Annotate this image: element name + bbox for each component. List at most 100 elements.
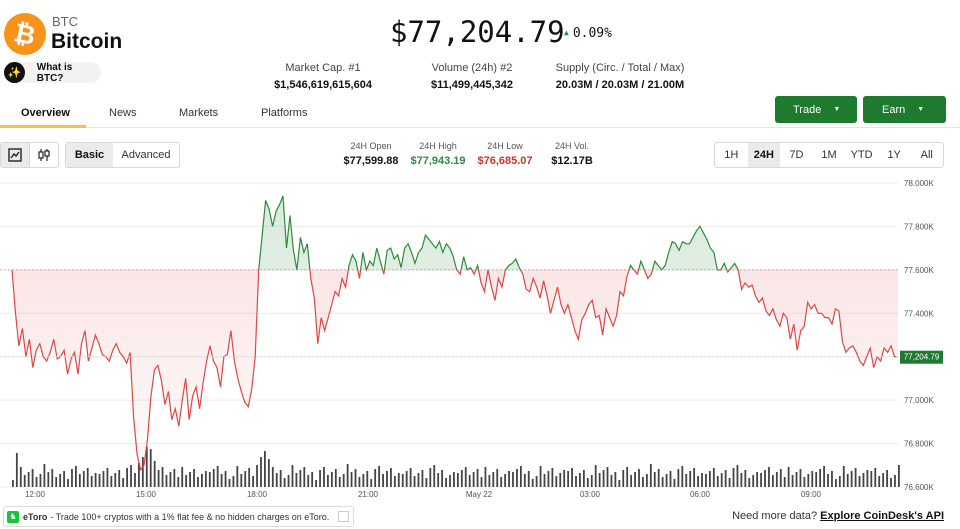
volume-bar xyxy=(334,469,337,487)
volume-bar xyxy=(831,471,833,487)
volume-bar xyxy=(854,468,857,487)
volume-bar xyxy=(378,466,381,487)
volume-bar xyxy=(55,477,58,487)
ad-close-icon[interactable] xyxy=(338,511,350,522)
range-7d[interactable]: 7D xyxy=(789,149,804,161)
volume-bar xyxy=(122,478,125,487)
volume-bar xyxy=(468,475,471,487)
earn-button[interactable]: Earn ▼ xyxy=(863,96,946,123)
volume-bar xyxy=(401,474,404,487)
volume-bar xyxy=(295,473,298,487)
volume-bar xyxy=(783,477,786,487)
volume-bar xyxy=(519,466,522,487)
volume-bar xyxy=(669,471,672,487)
range-1h[interactable]: 1H xyxy=(724,149,739,161)
what-is-button[interactable]: ✨ What is BTC? xyxy=(4,62,101,84)
volume-bar xyxy=(197,477,199,487)
line-chart-toggle[interactable] xyxy=(0,142,30,168)
volume-bar xyxy=(291,465,294,487)
advanced-mode-button[interactable]: Advanced xyxy=(121,149,171,161)
volume-bar xyxy=(287,475,290,487)
volume-bar xyxy=(47,472,50,487)
volume-bar xyxy=(539,466,542,487)
range-1m[interactable]: 1M xyxy=(821,149,837,161)
tab-overview[interactable]: Overview xyxy=(21,107,70,119)
volume-bar xyxy=(449,475,451,487)
volume-bar xyxy=(732,468,735,487)
volume-bar xyxy=(571,468,573,487)
volume-bar xyxy=(279,470,282,487)
candlestick-toggle[interactable] xyxy=(29,142,59,168)
volume-bar xyxy=(878,476,881,487)
volume-bar xyxy=(409,468,412,487)
volume-bar xyxy=(354,469,357,487)
volume-bar xyxy=(791,475,794,487)
volume-bar xyxy=(283,478,286,487)
volume-bar xyxy=(153,461,156,487)
volume-bar xyxy=(216,466,219,487)
price-chart[interactable]: 78.000K77.800K77.600K77.400K77.200K77.00… xyxy=(0,175,960,503)
volume-bar xyxy=(126,468,128,487)
volume-bar xyxy=(886,470,888,487)
volume-stat: Volume (24h) #2 $11,499,445,342 xyxy=(414,62,530,91)
volume-bar xyxy=(547,471,550,487)
ohlc-value: $77,943.19 xyxy=(410,155,466,167)
volume-bar xyxy=(319,470,321,487)
volume-bar xyxy=(760,473,762,487)
ohlc-value: $77,599.88 xyxy=(343,155,399,167)
volume-bar xyxy=(185,475,188,487)
bitcoin-logo-icon: ₿ xyxy=(4,13,46,55)
volume-bar xyxy=(161,467,164,487)
volume-bar xyxy=(527,471,530,487)
ohlc-label: 24H Open xyxy=(350,141,392,151)
range-ytd[interactable]: YTD xyxy=(850,149,873,161)
y-tick-label: 77.400K xyxy=(904,309,934,318)
volume-bar xyxy=(330,472,333,487)
volume-bar xyxy=(236,466,239,487)
volume-bar xyxy=(567,471,570,487)
volume-bar xyxy=(15,453,18,487)
trade-button[interactable]: Trade ▼ xyxy=(775,96,857,123)
volume-bar xyxy=(315,480,318,487)
volume-bar xyxy=(626,467,629,487)
volume-bar xyxy=(736,465,739,487)
range-all[interactable]: All xyxy=(920,149,933,161)
volume-24h-stat: 24H Vol. $12.17B xyxy=(541,141,603,167)
range-1y[interactable]: 1Y xyxy=(887,149,901,161)
volume-bar xyxy=(252,476,255,487)
tab-markets[interactable]: Markets xyxy=(179,107,219,119)
volume-bar xyxy=(870,471,873,487)
volume-bar xyxy=(228,479,231,487)
volume-bar xyxy=(665,474,668,487)
tab-bar: Overview News Markets Platforms xyxy=(0,101,960,128)
etoro-logo-icon: ♞ xyxy=(7,510,19,523)
basic-mode-button[interactable]: Basic xyxy=(66,143,113,167)
range-24h[interactable]: 24H xyxy=(747,143,781,167)
volume-bar xyxy=(890,478,892,487)
tab-news[interactable]: News xyxy=(109,107,137,119)
volume-bar xyxy=(118,470,121,487)
volume-bar xyxy=(106,468,109,487)
y-tick-label: 77.600K xyxy=(904,266,934,275)
ohlc-value: $12.17B xyxy=(551,155,593,167)
volume-bar xyxy=(779,469,782,487)
volume-bar xyxy=(795,472,798,487)
volume-bar xyxy=(531,479,534,487)
volume-bar xyxy=(405,471,408,487)
volume-bar xyxy=(838,476,841,487)
volume-bar xyxy=(413,476,416,487)
volume-bar xyxy=(543,474,546,487)
volume-bar xyxy=(535,476,538,487)
api-link[interactable]: Explore CoinDesk's API xyxy=(820,510,944,522)
volume-bar xyxy=(456,473,459,487)
volume-bar xyxy=(661,477,664,487)
etoro-ad[interactable]: ♞ eToro - Trade 100+ cryptos with a 1% f… xyxy=(3,506,354,527)
x-tick-label: 18:00 xyxy=(247,490,268,499)
volume-bar xyxy=(86,468,89,487)
volume-bar xyxy=(858,476,861,487)
volume-bar xyxy=(338,477,341,487)
y-tick-label: 77.000K xyxy=(904,396,934,405)
tab-platforms[interactable]: Platforms xyxy=(261,107,308,119)
loss-area xyxy=(12,269,898,470)
volume-bar xyxy=(43,464,46,487)
